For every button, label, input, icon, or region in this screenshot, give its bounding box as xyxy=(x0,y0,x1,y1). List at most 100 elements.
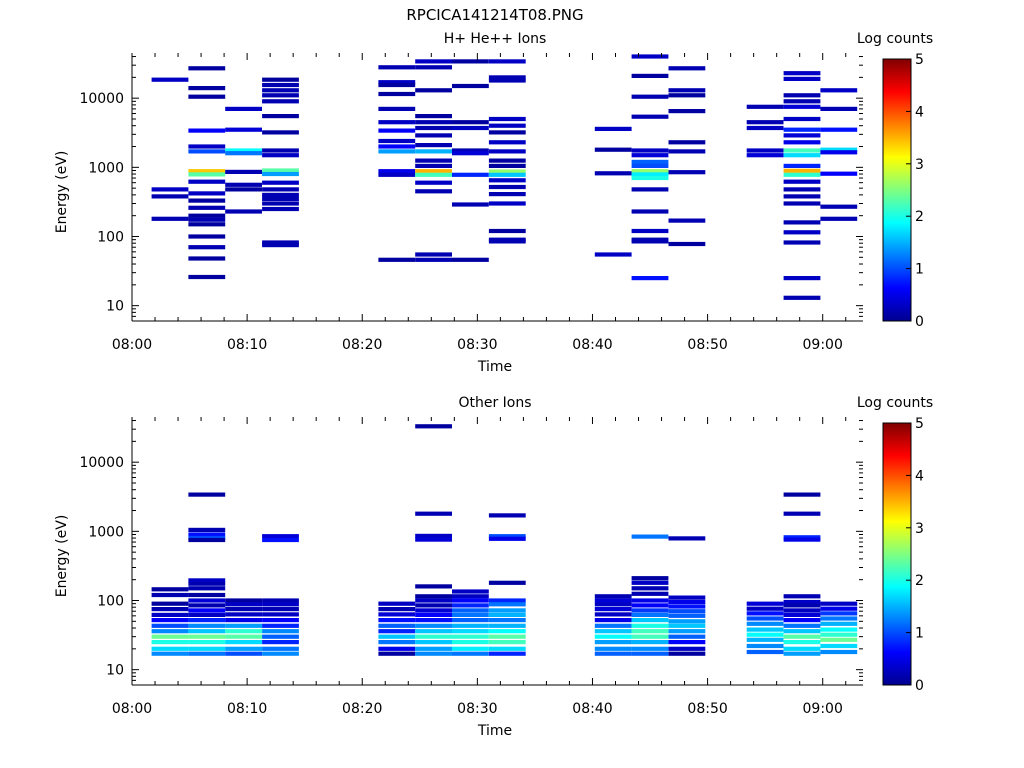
colorbar-label: Log counts xyxy=(857,395,933,411)
spectrogram-cell xyxy=(262,537,299,543)
y-tick-label: 10000 xyxy=(79,91,124,107)
spectrogram-cell xyxy=(746,104,784,109)
spectrogram-cell xyxy=(188,234,226,239)
spectrogram-cell xyxy=(488,239,526,244)
spectrogram-cell xyxy=(783,104,821,109)
spectrogram-cell xyxy=(415,584,452,589)
spectrogram-cell xyxy=(631,651,669,656)
spectrogram-cell xyxy=(783,230,821,235)
spectrogram-cell xyxy=(225,607,262,612)
x-tick-label: 08:20 xyxy=(342,337,382,353)
spectrogram-cell xyxy=(783,599,821,605)
spectrogram-cell xyxy=(488,172,526,177)
spectrogram-cell xyxy=(783,276,821,281)
spectrogram-cell xyxy=(225,209,262,214)
colorbar-tick-label: 4 xyxy=(915,468,924,484)
spectrogram-cell xyxy=(820,606,858,611)
spectrogram-cell xyxy=(225,612,262,617)
spectrogram-cell xyxy=(631,148,669,153)
spectrogram-cell xyxy=(631,239,669,244)
x-tick-label: 08:00 xyxy=(112,337,152,353)
spectrogram-cell xyxy=(783,623,821,628)
spectrogram-cell xyxy=(378,629,416,634)
spectrogram-cell xyxy=(262,148,299,153)
spectrogram-cell xyxy=(488,149,526,154)
spectrogram-cell xyxy=(668,613,706,618)
spectrogram-cell xyxy=(452,589,489,594)
colorbar-ticks: 0 1 2 3 4 5 xyxy=(906,416,924,694)
spectrogram-cell xyxy=(378,82,416,88)
spectrogram-cell xyxy=(631,159,669,164)
spectrogram-cell xyxy=(452,634,489,639)
spectrogram-cell xyxy=(668,149,706,154)
spectrogram-cell xyxy=(668,623,706,628)
panel-title: Other Ions xyxy=(458,395,531,411)
y-axis-label: Energy (eV) xyxy=(54,515,70,598)
panel-h-he-ions: H+ He++ Ions Log counts Energy (eV) Time… xyxy=(54,31,933,375)
x-tick-label: 08:40 xyxy=(572,337,612,353)
spectrogram-cell xyxy=(488,602,526,607)
spectrogram-cell xyxy=(820,616,858,621)
spectrogram-cell xyxy=(262,99,299,104)
spectrogram-cell xyxy=(820,627,858,632)
spectrogram-cell xyxy=(783,535,821,540)
spectrogram-cell xyxy=(820,649,858,655)
spectrogram-cell xyxy=(783,153,821,158)
spectrogram-cell xyxy=(452,83,489,89)
x-tick-label: 08:10 xyxy=(227,701,267,717)
spectrogram-cell xyxy=(378,640,416,645)
spectrogram-cell xyxy=(262,168,299,173)
spectrogram-cell xyxy=(378,128,416,133)
spectrogram-cell xyxy=(594,612,632,617)
spectrogram-cell xyxy=(151,640,189,645)
spectrogram-cell xyxy=(378,80,416,85)
spectrogram-cell xyxy=(668,629,706,634)
spectrogram-cell xyxy=(415,603,452,608)
spectrogram-cell xyxy=(188,66,226,71)
spectrogram-cell xyxy=(378,144,416,149)
spectrogram-cell xyxy=(262,612,299,617)
x-axis-label: Time xyxy=(477,359,512,375)
x-tick-label: 08:50 xyxy=(687,337,727,353)
colorbar-ticks: 0 1 2 3 4 5 xyxy=(906,52,924,330)
spectrogram-cell xyxy=(151,607,189,612)
spectrogram-cell xyxy=(415,634,452,639)
spectrogram-cell xyxy=(594,602,632,607)
spectrogram-cell xyxy=(631,163,669,168)
spectrogram-cell xyxy=(452,172,489,177)
spectrogram-cell xyxy=(415,646,452,651)
spectrogram-cell xyxy=(452,629,489,634)
spectrogram-cell xyxy=(188,578,226,583)
spectrogram-cell xyxy=(594,651,632,656)
spectrogram-cell xyxy=(188,86,226,91)
spectrogram-cell xyxy=(225,106,262,111)
colorbar-tick-label: 5 xyxy=(915,416,924,432)
spectrogram-cell xyxy=(631,276,669,281)
y-tick-label: 10 xyxy=(106,299,124,315)
axes: 08:00 08:10 08:20 08:30 08:40 08:50 09:00 10 100… xyxy=(79,417,863,717)
spectrogram-cell xyxy=(415,640,452,645)
y-tick-label: 10000 xyxy=(79,455,124,471)
spectrogram-cell xyxy=(415,623,452,628)
spectrogram-cell xyxy=(262,602,299,607)
spectrogram-cell xyxy=(151,194,189,199)
y-axis-label: Energy (eV) xyxy=(54,151,70,234)
spectrogram-cell xyxy=(820,171,858,176)
spectrogram-cell xyxy=(783,295,821,300)
spectrogram-cell xyxy=(151,646,189,651)
spectrogram-cell xyxy=(631,576,669,581)
spectrogram-cell xyxy=(631,172,669,177)
spectrogram-cell xyxy=(783,492,821,497)
spectrogram-cell xyxy=(262,88,299,93)
spectrogram-cell xyxy=(188,149,226,154)
spectrogram-cell xyxy=(820,147,858,152)
spectrogram-cell xyxy=(746,616,784,621)
spectrogram-cell xyxy=(668,140,706,145)
spectrogram-cell xyxy=(188,537,226,543)
spectrogram-cell xyxy=(225,151,262,156)
spectrogram-cell xyxy=(151,612,189,617)
spectrogram-cell xyxy=(378,607,416,612)
spectrogram-cell xyxy=(488,646,526,651)
spectrogram-cell xyxy=(262,82,299,88)
